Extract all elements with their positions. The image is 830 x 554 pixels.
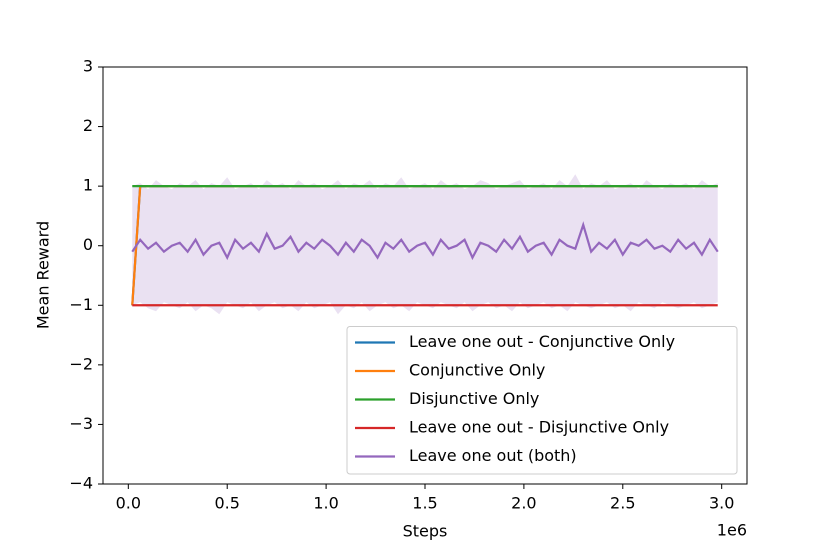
series-line <box>131 221 719 261</box>
legend-label: Leave one out - Disjunctive Only <box>409 418 669 437</box>
y-tick-label: −2 <box>69 354 93 373</box>
y-tick-label: 1 <box>83 176 93 195</box>
y-tick-label: 0 <box>83 235 93 254</box>
x-tick-label: 2.5 <box>610 494 635 513</box>
x-tick-label: 1.0 <box>313 494 338 513</box>
y-tick-label: 3 <box>83 57 93 76</box>
x-tick-label: 3.0 <box>709 494 734 513</box>
y-axis-label: Mean Reward <box>34 221 53 329</box>
x-tick-label: 0.0 <box>116 494 141 513</box>
y-tick-label: 2 <box>83 116 93 135</box>
y-tick-label: −3 <box>69 414 93 433</box>
legend-label: Leave one out - Conjunctive Only <box>409 332 675 351</box>
x-axis-label: Steps <box>403 522 448 541</box>
x-offset-label: 1e6 <box>717 521 747 540</box>
legend-label: Leave one out (both) <box>409 446 577 465</box>
legend-box <box>346 326 738 475</box>
legend-label: Conjunctive Only <box>409 361 545 380</box>
x-tick-label: 0.5 <box>214 494 239 513</box>
x-tick-label: 1.5 <box>412 494 437 513</box>
y-tick-label: −1 <box>69 295 93 314</box>
y-tick-label: −4 <box>69 474 93 493</box>
x-tick-label: 2.0 <box>511 494 536 513</box>
legend-label: Disjunctive Only <box>409 389 539 408</box>
